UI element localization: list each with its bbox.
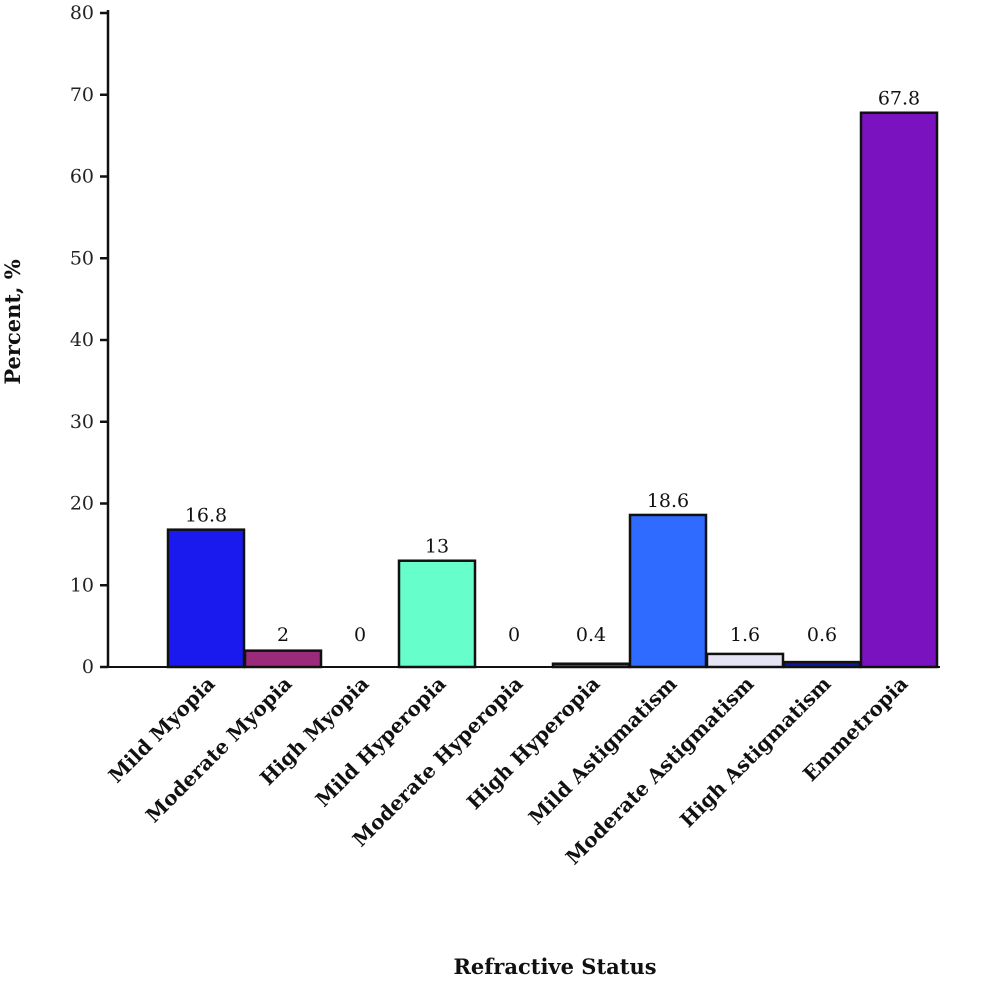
y-tick-label: 20 <box>70 493 94 515</box>
x-axis-title: Refractive Status <box>453 954 656 979</box>
bar <box>243 649 323 669</box>
data-label: 1.6 <box>730 624 760 646</box>
data-label: 0 <box>354 624 366 646</box>
y-tick-label: 60 <box>70 166 94 188</box>
y-tick-label: 10 <box>70 574 94 596</box>
category-label: Mild Hyperopia <box>311 672 451 812</box>
y-tick-label: 70 <box>70 84 94 106</box>
y-tick-label: 0 <box>82 656 94 678</box>
y-tick-label: 30 <box>70 411 94 433</box>
data-label: 13 <box>425 536 449 558</box>
data-label: 67.8 <box>878 88 920 110</box>
bar <box>859 111 939 669</box>
bar <box>705 652 785 669</box>
data-label: 16.8 <box>185 505 227 527</box>
category-label: Moderate Myopia <box>141 672 297 828</box>
data-label: 2 <box>277 624 289 646</box>
data-label: 0 <box>508 624 520 646</box>
y-axis-title: Percent, % <box>0 259 25 384</box>
y-axis: 0 10 20 30 40 50 60 70 80 <box>70 2 110 678</box>
y-tick-label: 80 <box>70 2 94 24</box>
bar <box>397 559 477 669</box>
category-label: High Astigmatism <box>675 672 835 832</box>
data-label: 18.6 <box>647 490 689 512</box>
data-labels: 16.8 2 0 13 0 0.4 18.6 1.6 0.6 67.8 <box>185 88 920 646</box>
data-label: 0.6 <box>807 624 837 646</box>
bars <box>108 111 940 669</box>
bar <box>628 513 708 669</box>
bar <box>551 662 631 669</box>
data-label: 0.4 <box>576 624 606 646</box>
y-tick-label: 50 <box>70 247 94 269</box>
bar <box>782 660 862 669</box>
y-tick-label: 40 <box>70 329 94 351</box>
category-label: High Hyperopia <box>462 672 605 815</box>
category-label: Mild Astigmatism <box>524 672 682 830</box>
bar <box>166 528 246 669</box>
